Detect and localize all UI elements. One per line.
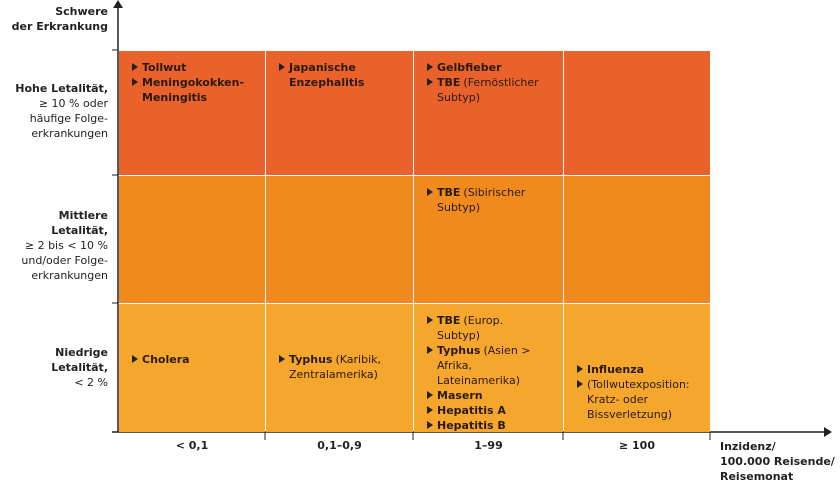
item-name: Hepatitis B [437,419,506,432]
cell [266,176,413,303]
column-label: 1–99 [474,439,503,452]
item-name: Influenza [587,363,645,376]
item-note: (Asien > Afrika, Lateinamerika) [437,344,531,387]
item-name: Masern [437,389,483,402]
title-line: Inzidenz/ [720,440,776,453]
item: TBE (Europ. Subtyp) [426,313,548,343]
label-line: erkrankungen [31,268,108,282]
item: Tollwut [131,60,253,75]
item-name: Cholera [142,353,190,366]
item: TBE (Fernöstlicher Subtyp) [426,75,548,105]
item-note: (Karibik, Zentralamerika) [289,353,381,381]
item: Influenza [576,362,698,377]
column-label: 0,1–0,9 [317,439,362,452]
title-line: 100.000 Reisende/ [720,455,835,468]
cell-items: Influenza (Tollwutexposition: Kratz- oder… [576,362,698,422]
row-label: Hohe Letalität, ≥ 10 % oder häufige Folge-… [15,81,108,141]
x-axis-title: Inzidenz/100.000 Reisende/Reisemonat [720,439,835,480]
item-name: Japanische Enzephalitis [289,61,365,89]
cell: Cholera [119,304,265,432]
cell-items: TBE (Sibirischer Subtyp) [426,185,548,215]
cell: Japanische Enzephalitis [266,51,413,175]
column-label: ≥ 100 [618,439,655,452]
title-line: der Erkrankung [11,20,108,33]
cell: TBE (Sibirischer Subtyp) [414,176,563,303]
cell: Typhus (Karibik, Zentralamerika) [266,304,413,432]
label-line: < 2 % [74,376,108,389]
item-note: (Sibirischer Subtyp) [437,186,526,214]
item-name: TBE [437,314,461,327]
item: (Tollwutexposition: Kratz- oder Bissverl… [576,377,698,422]
label-line: Hohe Letalität, [15,82,108,95]
title-line: Schwere [55,5,108,18]
cell: Gelbfieber TBE (Fernöstlicher Subtyp) [414,51,563,175]
cell: TBE (Europ. Subtyp) Typhus (Asien > Afrika,… [414,304,563,432]
item-name: Hepatitis A [437,404,506,417]
x-arrow [824,427,832,437]
y-axis-title: Schwere der Erkrankung [12,4,108,34]
item-name: Tollwut [142,61,187,74]
column-label: < 0,1 [175,439,209,452]
cell-items: Typhus (Karibik, Zentralamerika) [278,352,400,382]
item-name: Typhus [289,353,333,366]
cell-items: TBE (Europ. Subtyp) Typhus (Asien > Afrika,… [426,313,548,433]
item-name: TBE [437,186,461,199]
label-line: ≥ 2 bis < 10 % [24,238,108,252]
label-line: ≥ 10 % oder [38,97,108,110]
item: TBE (Sibirischer Subtyp) [426,185,548,215]
item: Typhus (Asien > Afrika, Lateinamerika) [426,343,548,388]
item: Masern [426,388,548,403]
item: Typhus (Karibik, Zentralamerika) [278,352,400,382]
cell [119,176,265,303]
label-line: Niedrige Letalität, [51,346,108,374]
cell [564,176,710,303]
cell-items: Japanische Enzephalitis [278,60,400,90]
cell: Tollwut Meningokokken-Meningitis [119,51,265,175]
item-note: (Tollwutexposition: Kratz- oder Bissverl… [587,378,690,421]
label-line: erkrankungen [31,127,108,140]
item-name: Meningokokken-Meningitis [142,76,245,104]
title-line: Reisemonat [720,470,794,480]
item: Gelbfieber [426,60,548,75]
item: Hepatitis B [426,418,548,433]
row-label: Niedrige Letalität, < 2 % [0,345,108,390]
label-line: und/oder Folge- [21,253,108,267]
label-line: Mittlere Letalität, [51,208,108,237]
row-label: Mittlere Letalität, ≥ 2 bis < 10 % und/ode… [0,208,108,283]
cell-items: Tollwut Meningokokken-Meningitis [131,60,253,105]
item-note: (Europ. Subtyp) [437,314,504,342]
item: Cholera [131,352,253,367]
item: Hepatitis A [426,403,548,418]
cell-items: Cholera [131,352,253,367]
item: Meningokokken-Meningitis [131,75,253,105]
cell: Influenza (Tollwutexposition: Kratz- oder… [564,304,710,432]
item-name: TBE [437,76,461,89]
item-name: Typhus [437,344,481,357]
item: Japanische Enzephalitis [278,60,400,90]
item-name: Gelbfieber [437,61,502,74]
item-note: (Fernöstlicher Subtyp) [437,76,539,104]
label-line: häufige Folge- [29,112,108,125]
cell [564,51,710,175]
y-arrow [113,0,123,8]
cell-items: Gelbfieber TBE (Fernöstlicher Subtyp) [426,60,548,105]
